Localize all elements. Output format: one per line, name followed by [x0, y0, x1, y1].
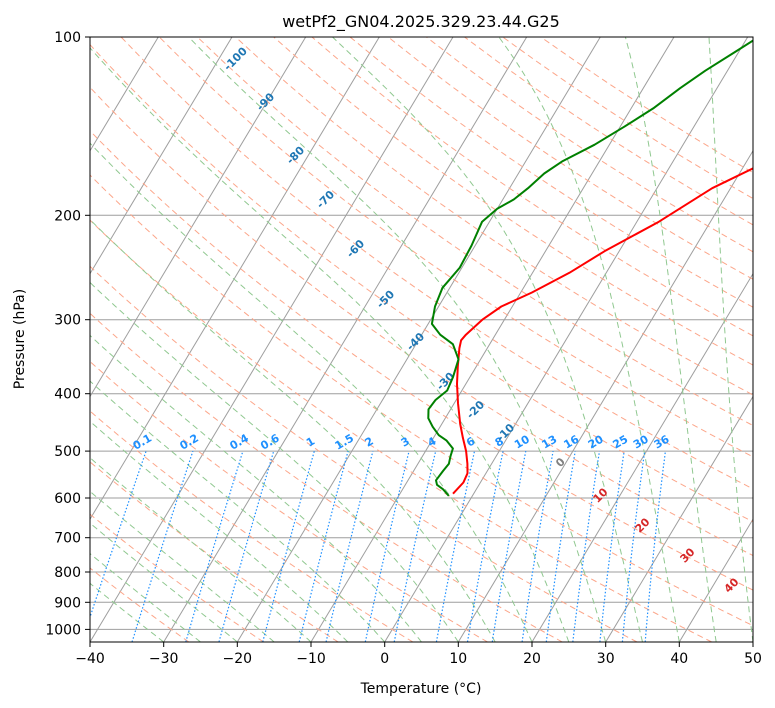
moist-adiabat-line [498, 37, 680, 642]
moist-adiabat-line [188, 37, 607, 642]
moist-adiabat-line [624, 37, 717, 642]
isotherm-line [90, 37, 454, 642]
isotherm-line [163, 37, 528, 642]
isotherm-line [90, 37, 307, 398]
y-axis: 100 200 300 400 500 600 700 800 900 1000 [45, 30, 90, 638]
moist-adiabat-line [90, 457, 312, 642]
y-tick-label: 500 [54, 444, 81, 460]
dry-adiabat-line [158, 37, 753, 458]
mixing-ratio-line [325, 450, 374, 642]
temperature-profile [452, 167, 753, 495]
isotherm-line [236, 37, 601, 642]
dry-adiabat-line [90, 219, 712, 642]
isotherm-line [531, 272, 753, 642]
x-tick-label: 0 [380, 651, 389, 667]
x-tick-label: −40 [75, 651, 105, 667]
x-tick-label: 30 [597, 651, 615, 667]
mixing-ratio-line [393, 450, 437, 642]
y-tick-label: 300 [54, 313, 81, 329]
mixing-ratio-line [185, 450, 244, 642]
x-tick-label: −30 [149, 651, 179, 667]
y-tick-label: 900 [54, 595, 81, 611]
y-tick-label: 1000 [45, 622, 81, 638]
moist-adiabat-line [90, 334, 422, 642]
isotherm-line [605, 395, 753, 642]
dry-adiabat-line [349, 37, 753, 308]
mixing-ratio-line [218, 450, 275, 642]
moist-adiabat-line [90, 47, 570, 642]
dry-adiabat-line [197, 37, 753, 427]
dry-adiabat-line [90, 513, 264, 642]
y-tick-label: 600 [54, 491, 81, 507]
dry-adiabat-line [90, 360, 488, 642]
y-axis-label: Pressure (hPa) [12, 289, 28, 389]
isotherm-line [90, 37, 233, 275]
dry-adiabat-line [120, 37, 753, 490]
dry-adiabat-line [90, 174, 753, 627]
isotherm-line [90, 37, 159, 152]
dry-adiabat-line [90, 265, 638, 642]
isotherm-line [678, 518, 753, 642]
moist-adiabat-line [90, 281, 459, 642]
x-tick-label: −10 [296, 651, 326, 667]
y-tick-label: 200 [54, 208, 81, 224]
mixing-ratio-line [262, 450, 315, 642]
moist-adiabat-line [90, 218, 496, 642]
y-tick-label: 100 [54, 30, 81, 46]
dry-adiabat-line [311, 37, 753, 337]
y-tick-label: 700 [54, 531, 81, 547]
x-tick-label: 40 [670, 651, 688, 667]
x-tick-label: 50 [744, 651, 762, 667]
background-lines [90, 37, 753, 642]
dewpoint-profile [427, 39, 753, 497]
moist-adiabat-line [708, 37, 753, 642]
dry-adiabat-line [90, 312, 563, 642]
isotherm-line [90, 37, 380, 521]
isotherm-line [384, 37, 749, 642]
moist-adiabat-line [90, 380, 386, 642]
mixing-ratio-line [131, 450, 194, 642]
x-tick-label: 10 [449, 651, 467, 667]
series-lines [427, 39, 753, 497]
plot-frame [89, 36, 754, 643]
y-tick-label: 800 [54, 565, 81, 581]
x-tick-label: −20 [223, 651, 253, 667]
x-axis-label: Temperature (°C) [360, 681, 482, 697]
mixing-ratio-labels: 0.1 0.2 0.4 0.6 1 1.5 2 3 4 6 8 10 13 16 20 25 30 36 [131, 431, 672, 452]
x-axis: −40 −30 −20 −10 0 10 20 30 40 50 [75, 642, 762, 667]
y-tick-label: 400 [54, 387, 81, 403]
x-tick-label: 20 [523, 651, 541, 667]
isotherm-line [310, 37, 675, 642]
moist-adiabat-line [90, 420, 349, 642]
dry-adiabat-line [90, 567, 190, 642]
chart-title: wetPf2_GN04.2025.329.23.44.G25 [282, 12, 560, 32]
mixing-ratio-line [364, 450, 410, 642]
mixing-ratio-line [298, 450, 349, 642]
moist-adiabat-line [332, 37, 643, 642]
moist-adiabat-line [90, 142, 533, 642]
isotherm-line [457, 149, 753, 642]
mixing-ratio-line [644, 451, 666, 642]
